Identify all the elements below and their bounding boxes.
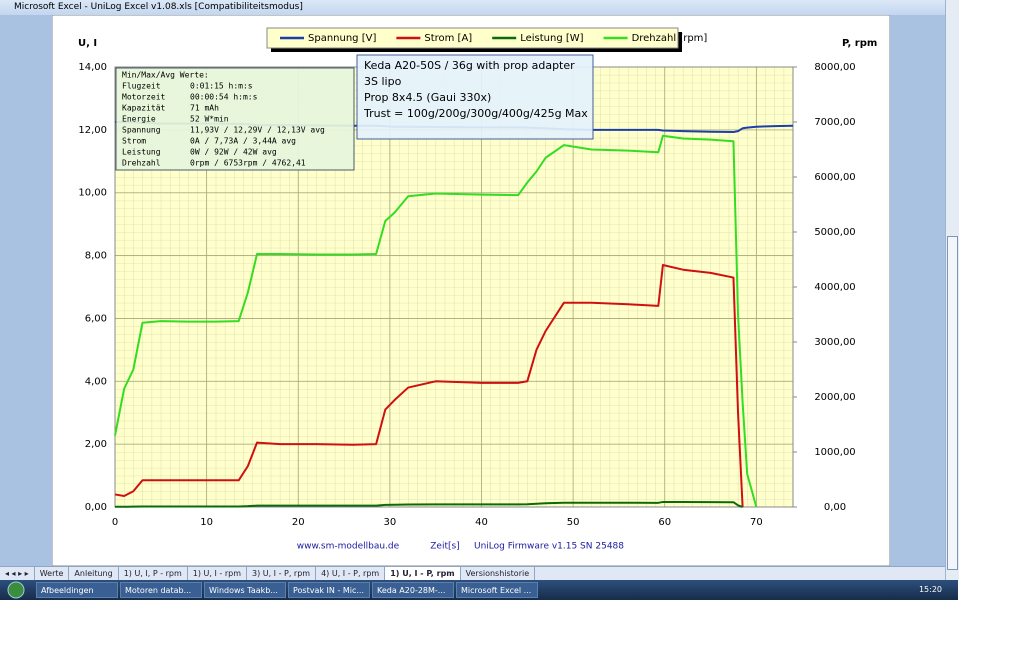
y-tick-label: 10,00 [78,188,107,199]
sheet-tab[interactable]: 4) U, I - P, rpm [316,567,386,580]
sheet-tab[interactable]: Werte [35,567,70,580]
y2-tick-label: 5000,00 [814,227,855,238]
taskbar-item[interactable]: Windows Taakb... [204,582,286,598]
y2-tick-label: 7000,00 [814,117,855,128]
sheet-tabs: ◂ ◂ ▸ ▸ Werte Anleitung 1) U, I, P - rpm 1) … [0,566,945,580]
y2-tick-label: 3000,00 [814,337,855,348]
legend-label: Leistung [W] [520,33,583,44]
stats-label: Spannung [122,126,161,135]
note-box [356,54,594,140]
y-axis-label: U, I [78,38,97,49]
chart: U, I P, rpm www.sm-modellbau.de Zeit[s] … [52,15,890,566]
y2-axis-label: P, rpm [842,38,877,49]
taskbar-item[interactable]: Keda A20-28M-... [372,582,454,598]
legend-label: Spannung [V] [308,33,376,44]
legend-label: Drehzahl [rpm] [632,33,708,44]
legend [266,27,679,49]
stats-label: Kapazität [122,104,166,113]
sheet-tab[interactable]: 1) U, I - P, rpm [385,567,461,580]
y-tick-label: 6,00 [85,313,107,324]
y2-tick-label: 8000,00 [814,62,855,73]
y2-tick-label: 1000,00 [814,447,855,458]
start-button[interactable] [0,580,30,600]
x-tick-label: 30 [383,517,396,528]
stats-value: 0A / 7,73A / 3,44A avg [190,137,296,146]
y-tick-label: 4,00 [85,376,107,387]
y2-tick-label: 0,00 [824,502,846,513]
stats-value: 0W / 92W / 42W avg [190,148,277,157]
y2-tick-label: 6000,00 [814,172,855,183]
window-title: Microsoft Excel - UniLog Excel v1.08.xls… [0,0,958,15]
note-line: 3S lipo [364,75,402,88]
y-tick-label: 14,00 [78,62,107,73]
x-tick-label: 0 [112,517,118,528]
series-line [114,500,743,508]
stats-label: Flugzeit [122,82,161,91]
y-tick-label: 12,00 [78,125,107,136]
sheet-tab[interactable]: 1) U, I - rpm [188,567,247,580]
stats-label: Motorzeit [122,93,166,102]
stats-label: Energie [122,115,156,124]
stats-box [115,67,355,171]
stats-label: Drehzahl [122,159,161,168]
x-note: www.sm-modellbau.de [297,542,400,552]
stats-value: 11,93V / 12,29V / 12,13V avg [190,126,325,135]
taskbar-item[interactable]: Afbeeldingen [36,582,118,598]
note-line: Trust = 100g/200g/300g/400g/425g Max [363,107,588,120]
taskbar-item[interactable]: Motoren datab... [120,582,202,598]
taskbar: Afbeeldingen Motoren datab... Windows Taak… [0,580,958,600]
stats-label: Leistung [122,148,161,157]
sheet-tab[interactable]: 3) U, I - P, rpm [247,567,317,580]
x-tick-label: 50 [567,517,580,528]
side-window [947,236,958,570]
x-tick-label: 70 [750,517,763,528]
y2-tick-label: 2000,00 [814,392,855,403]
stats-value: 00:00:54 h:m:s [190,93,258,102]
legend-label: Strom [A] [424,33,472,44]
stats-title: Min/Max/Avg Werte: [122,71,209,80]
x-tick-label: 60 [658,517,671,528]
stats-label: Strom [122,137,146,146]
sheet-tab[interactable]: 1) U, I, P - rpm [119,567,188,580]
stats-value: 0rpm / 6753rpm / 4762,41 [190,159,306,168]
sheet-tab[interactable]: Anleitung [69,567,119,580]
x-tick-label: 10 [200,517,213,528]
series-line [114,134,758,508]
note-line: Keda A20-50S / 36g with prop adapter [364,59,575,72]
stats-value: 0:01:15 h:m:s [190,82,253,91]
x-tick-label: 40 [475,517,488,528]
y-tick-label: 8,00 [85,251,107,262]
taskbar-item[interactable]: Postvak IN - Mic... [288,582,370,598]
stats-value: 52 W*min [190,115,229,124]
x-tick-label: 20 [292,517,305,528]
series-line [114,264,744,508]
sheet-tab[interactable]: Versionshistorie [461,567,536,580]
clock: 15:20 [918,585,942,594]
y-tick-label: 2,00 [85,439,107,450]
tab-nav[interactable]: ◂ ◂ ▸ ▸ [0,567,35,580]
y2-tick-label: 4000,00 [814,282,855,293]
taskbar-item[interactable]: Microsoft Excel ... [456,582,538,598]
y-tick-label: 0,00 [85,502,107,513]
x-axis-label: Zeit[s] [430,542,459,552]
stats-value: 71 mAh [190,104,219,113]
x-note: UniLog Firmware v1.15 SN 25488 [474,542,624,552]
note-line: Prop 8x4.5 (Gaui 330x) [364,91,491,104]
